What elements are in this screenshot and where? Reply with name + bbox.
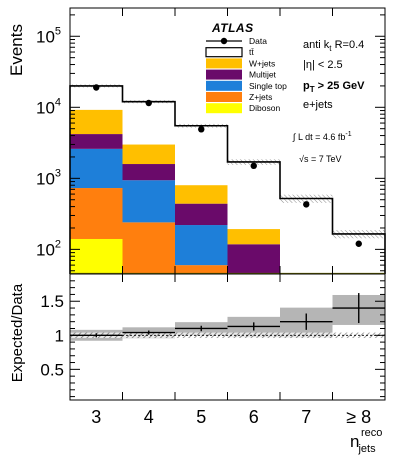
x-axis-label: njets — [350, 432, 376, 455]
legend-label-1: tt̄ — [249, 47, 254, 57]
legend-label-3: Multijet — [249, 70, 277, 80]
upper-data-points — [93, 84, 362, 247]
bar-multijet-0 — [70, 134, 123, 149]
legend-data-marker — [220, 37, 228, 45]
legend-label-0: Data — [249, 36, 267, 46]
legend-entry-3: Multijet — [206, 69, 277, 80]
channel-label: e+jets — [303, 99, 333, 111]
eta-cut-label: |η| < 2.5 — [303, 59, 343, 71]
x-tick-label-5: ≥ 8 — [346, 407, 371, 427]
legend-label-5: Z+jets — [249, 92, 272, 102]
x-axis-label-sup: reco — [361, 427, 382, 439]
data-point-4 — [303, 201, 310, 208]
upper-ylabel: Events — [7, 24, 26, 76]
bar-single-top-0 — [70, 148, 123, 189]
bar-single-top-2 — [175, 225, 228, 266]
bar-w-jets-1 — [122, 144, 175, 165]
bar-z-jets-1 — [122, 222, 175, 274]
bar-w-jets-3 — [227, 229, 280, 245]
bar-diboson-0 — [70, 238, 123, 274]
lower-band-hatch-2 — [175, 332, 228, 339]
legend-entry-4: Single top — [206, 80, 287, 91]
energy-label: √s = 7 TeV — [299, 154, 342, 164]
legend-swatch-5 — [206, 92, 242, 102]
total-outline — [69, 85, 386, 274]
lower-ytick-label: 1.5 — [40, 292, 64, 311]
lower-ylabel: Expected/Data — [9, 283, 26, 382]
bar-multijet-2 — [175, 203, 228, 226]
lower-ytick-label: 0.5 — [40, 360, 64, 379]
x-tick-label-1: 4 — [144, 407, 154, 427]
data-point-3 — [250, 162, 257, 170]
legend-entry-5: Z+jets — [206, 92, 272, 102]
lower-band-hatch-1 — [122, 332, 175, 339]
upper-ytick-label-2: 102 — [36, 238, 61, 259]
jet-algo-label: anti kt R=0.4 — [303, 39, 364, 53]
lower-axis-ticks: 0.5 1 1.5 — [40, 274, 386, 400]
x-tick-labels: 3 4 5 6 7 ≥ 8 — [91, 407, 371, 427]
upper-ytick-label-4: 104 — [36, 96, 61, 117]
data-point-2 — [198, 126, 205, 133]
lower-uncertainty-band — [70, 294, 385, 341]
legend-swatch-ttbar — [205, 47, 243, 58]
bar-multijet-3 — [227, 244, 280, 274]
legend-swatch-3 — [206, 69, 242, 80]
legend-entry-6: Diboson — [206, 103, 280, 114]
legend-entry-1: tt̄ — [205, 47, 254, 58]
legend-entry-0: Data — [206, 36, 267, 46]
upper-ytick-label-3: 103 — [36, 167, 61, 188]
x-tick-label-3: 6 — [249, 407, 259, 427]
x-tick-label-2: 5 — [196, 407, 206, 427]
data-point-5 — [355, 240, 362, 247]
legend-label-4: Single top — [249, 81, 287, 91]
x-tick-label-4: 7 — [301, 407, 311, 427]
upper-ytick-label-5: 105 — [36, 25, 61, 46]
lower-ytick-label: 1 — [55, 326, 64, 345]
data-point-0 — [93, 84, 100, 91]
bar-multijet-1 — [122, 164, 175, 181]
bar-z-jets-2 — [175, 265, 228, 274]
legend-swatch-6 — [206, 103, 242, 114]
annotations: anti kt R=0.4 |η| < 2.5 pT > 25 GeV e+je… — [292, 39, 365, 164]
pt-cut-label: pT > 25 GeV — [303, 80, 365, 94]
lower-band-hatch-3 — [227, 332, 280, 339]
lumi-label: ∫ L dt = 4.6 fb-1 — [292, 131, 352, 142]
x-tick-label-0: 3 — [91, 407, 101, 427]
legend-entry-2: W+jets — [206, 58, 275, 69]
bar-single-top-1 — [122, 180, 175, 223]
bar-w-jets-0 — [70, 109, 123, 135]
atlas-label: ATLAS — [211, 21, 254, 35]
bar-z-jets-0 — [70, 188, 123, 239]
legend-swatch-2 — [206, 58, 242, 69]
legend-swatch-4 — [206, 80, 242, 91]
legend-label-2: W+jets — [249, 58, 275, 68]
upper-axis-ticks: 102 103 104 105 — [36, 8, 386, 274]
legend-label-6: Diboson — [249, 103, 280, 113]
data-point-1 — [145, 99, 152, 107]
upper-stack-bars — [70, 109, 280, 274]
bar-w-jets-2 — [175, 185, 228, 204]
